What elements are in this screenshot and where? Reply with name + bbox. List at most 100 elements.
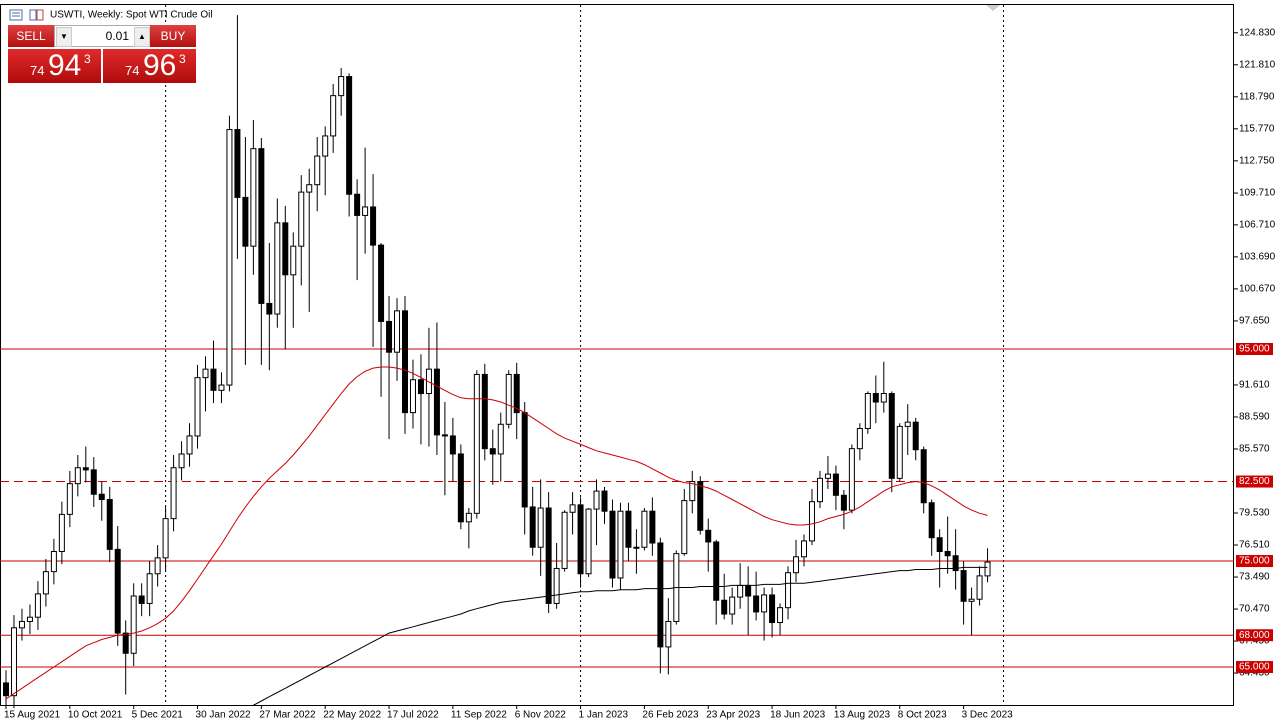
- candle-body: [793, 556, 800, 574]
- x-tick-label: 5 Dec 2021: [132, 710, 184, 721]
- candle-body: [457, 453, 464, 523]
- candle-body: [18, 620, 25, 629]
- x-tick-label: 18 Jun 2023: [770, 710, 825, 721]
- candle-body: [10, 627, 17, 697]
- candle-body: [402, 310, 408, 414]
- candle-body: [266, 302, 273, 315]
- candle-body: [138, 595, 145, 604]
- y-tick-label: 73.490: [1239, 572, 1270, 583]
- candle-body: [210, 368, 217, 391]
- candle-body: [729, 596, 736, 615]
- candle-body: [832, 473, 839, 496]
- candle-body: [856, 428, 863, 450]
- candle-body: [816, 477, 823, 503]
- candle-body: [976, 575, 983, 600]
- y-tick-label: 115.770: [1239, 123, 1275, 134]
- volume-box[interactable]: ▼ 0.01 ▲: [54, 25, 152, 47]
- price-mid: 94: [48, 49, 82, 82]
- candle-body: [545, 507, 552, 604]
- candle-body: [657, 542, 664, 648]
- y-tick-label: 88.590: [1239, 412, 1270, 423]
- y-tick-label: 103.690: [1239, 252, 1276, 263]
- volume-value[interactable]: 0.01: [105, 29, 129, 43]
- candle-body: [74, 467, 81, 485]
- candle-body: [354, 193, 361, 216]
- level-label-box: [1236, 343, 1273, 356]
- candle-body: [705, 529, 712, 543]
- candle-body: [66, 483, 73, 515]
- candle-body: [713, 541, 720, 601]
- plot-frame: [0, 4, 1234, 706]
- candle-body: [322, 135, 329, 157]
- candle-body: [944, 550, 951, 557]
- candle-body: [625, 510, 632, 548]
- candle-body: [234, 129, 241, 198]
- candle-body: [497, 423, 504, 455]
- x-tick-label: 1 Jan 2023: [579, 710, 629, 721]
- candle-body: [721, 599, 728, 615]
- candle-body: [665, 620, 672, 648]
- x-tick-label: 11 Sep 2022: [451, 710, 507, 721]
- x-tick-label: 13 Aug 2023: [834, 710, 891, 721]
- candle-body: [968, 598, 975, 602]
- candle-body: [98, 493, 105, 501]
- candle-body: [609, 510, 616, 579]
- candle-body: [465, 512, 472, 523]
- candle-body: [178, 453, 185, 469]
- candle-body: [537, 507, 544, 548]
- y-tick-label: 121.810: [1239, 59, 1276, 70]
- level-label-box: [1236, 475, 1273, 488]
- y-tick-label: 97.650: [1239, 316, 1270, 327]
- candle-body: [362, 206, 369, 216]
- candle-body: [433, 368, 440, 436]
- volume-down[interactable]: ▼: [56, 27, 72, 47]
- y-tick-label: 106.710: [1239, 220, 1276, 231]
- candle-body: [194, 377, 201, 437]
- candle-body: [306, 184, 313, 193]
- candle-body: [258, 148, 265, 304]
- candle-body: [314, 155, 321, 186]
- candle-body: [90, 469, 97, 495]
- price-big: 74: [30, 63, 45, 78]
- candle-body: [649, 510, 656, 544]
- candle-body: [146, 573, 153, 604]
- buy-button[interactable]: BUY: [150, 25, 196, 47]
- trade-panel: SELL ▼ 0.01 ▲ BUY 74 94 3 74 96 3: [8, 25, 196, 83]
- candle-body: [569, 504, 576, 513]
- candle-body: [896, 425, 903, 479]
- candle-body: [737, 584, 744, 598]
- candle-body: [505, 373, 512, 425]
- candle-body: [848, 448, 855, 511]
- candle-body: [920, 449, 927, 504]
- ask-price[interactable]: 74 96 3: [103, 49, 196, 83]
- price-small: 3: [179, 52, 186, 66]
- moving-average: [5, 366, 988, 700]
- candle-body: [761, 594, 768, 613]
- icon: [36, 9, 44, 21]
- y-tick-label: 100.670: [1239, 284, 1276, 295]
- volume-up[interactable]: ▲: [134, 27, 150, 47]
- candle-body: [984, 561, 991, 577]
- sell-button[interactable]: SELL: [8, 25, 54, 47]
- icon: [29, 9, 37, 21]
- candle-body: [394, 310, 401, 353]
- x-tick-label: 15 Aug 2021: [4, 710, 61, 721]
- candle-body: [912, 421, 919, 451]
- candle-body: [936, 537, 943, 552]
- bid-price[interactable]: 74 94 3: [8, 49, 101, 83]
- candle-body: [338, 76, 345, 97]
- candle-body: [872, 393, 879, 403]
- moving-average: [253, 566, 988, 706]
- price-mid: 96: [143, 49, 177, 82]
- y-tick-label: 91.610: [1239, 380, 1270, 391]
- candle-body: [928, 502, 935, 539]
- candle-body: [753, 595, 760, 613]
- y-tick-label: 109.710: [1239, 188, 1276, 199]
- candle-body: [521, 412, 528, 508]
- candle-body: [58, 513, 65, 552]
- candle-body: [417, 379, 424, 395]
- x-tick-label: 10 Oct 2021: [68, 710, 123, 721]
- candle-body: [801, 540, 807, 558]
